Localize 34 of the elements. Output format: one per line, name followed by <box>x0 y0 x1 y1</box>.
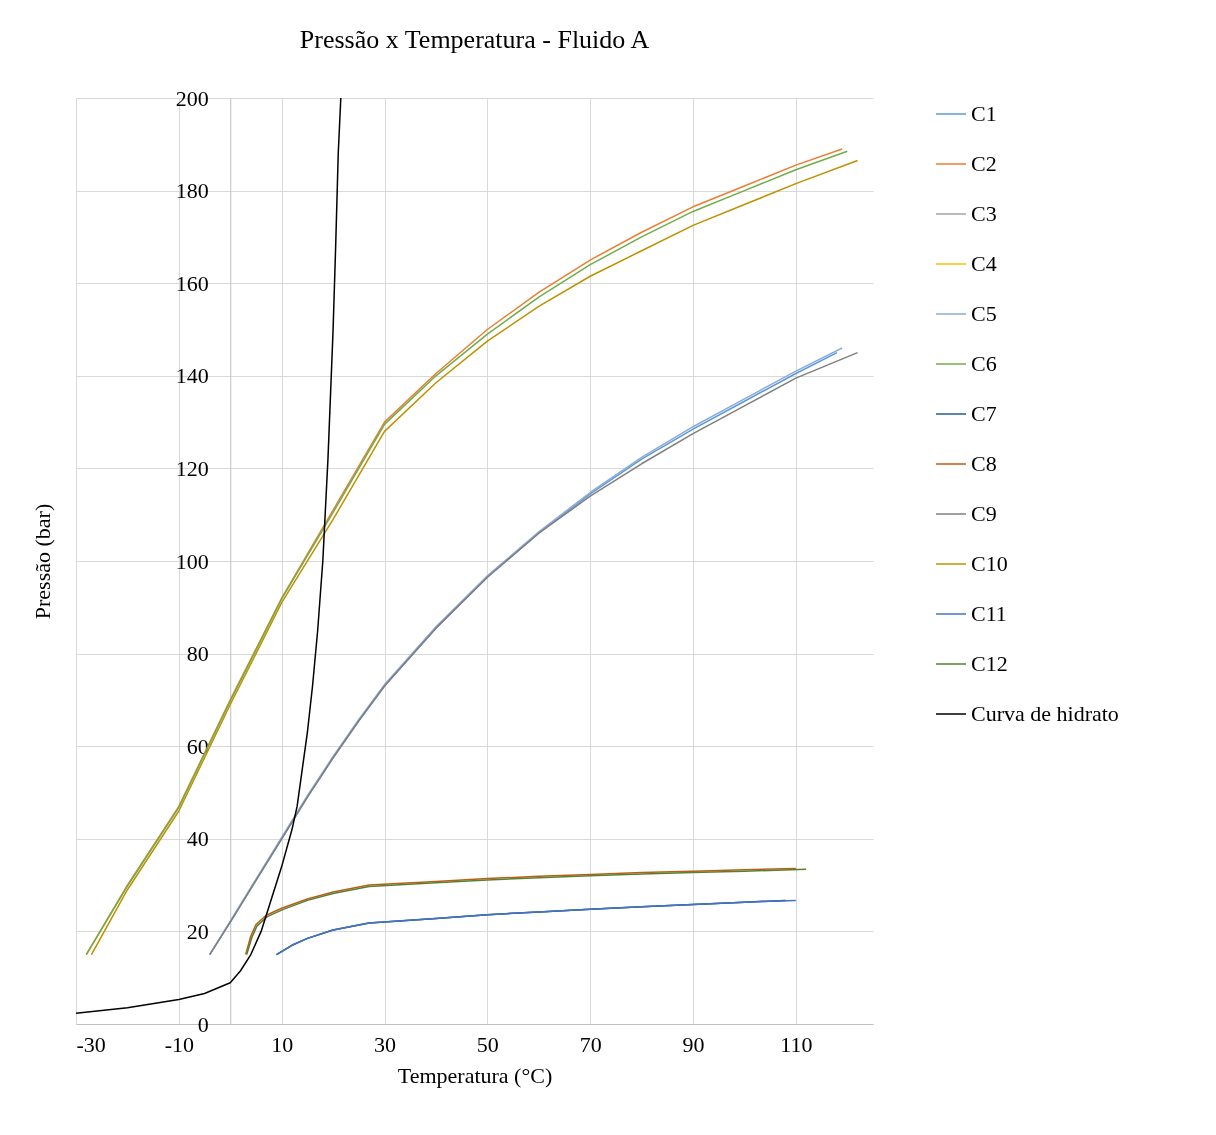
y-tick-label: 120 <box>175 455 209 481</box>
legend-label: C12 <box>971 651 1008 676</box>
y-tick-label: 80 <box>186 641 209 667</box>
legend-label: C6 <box>971 351 997 376</box>
x-tick-label: 70 <box>579 1031 602 1057</box>
legend-label: C11 <box>971 601 1007 626</box>
legend-label: C4 <box>971 251 997 276</box>
x-tick-label: 50 <box>476 1031 499 1057</box>
x-tick-label: 30 <box>374 1031 397 1057</box>
legend-label: C1 <box>971 101 997 126</box>
x-tick-label: 10 <box>271 1031 294 1057</box>
x-tick-label: 90 <box>682 1031 705 1057</box>
legend-label: C8 <box>971 451 997 476</box>
legend-label: C3 <box>971 201 997 226</box>
y-axis-title: Pressão (bar) <box>29 503 55 620</box>
legend-label: Curva de hidrato <box>971 701 1119 726</box>
y-tick-label: 160 <box>175 270 209 296</box>
y-tick-label: 180 <box>175 178 209 204</box>
x-tick-label: 110 <box>780 1031 813 1057</box>
y-tick-label: 0 <box>197 1011 209 1037</box>
legend-label: C5 <box>971 301 997 326</box>
chart-title: Pressão x Temperatura - Fluido A <box>299 25 650 54</box>
y-tick-label: 40 <box>186 826 209 852</box>
legend-label: C7 <box>971 401 997 426</box>
x-axis-title: Temperatura (°C) <box>397 1062 553 1088</box>
legend-label: C9 <box>971 501 997 526</box>
y-tick-label: 140 <box>175 363 209 389</box>
legend-label: C2 <box>971 151 997 176</box>
y-tick-label: 200 <box>175 85 209 111</box>
x-tick-label: -30 <box>76 1031 106 1057</box>
y-tick-label: 100 <box>175 548 209 574</box>
y-tick-label: 20 <box>186 918 209 944</box>
legend-label: C10 <box>971 551 1008 576</box>
x-tick-label: -10 <box>164 1031 194 1057</box>
